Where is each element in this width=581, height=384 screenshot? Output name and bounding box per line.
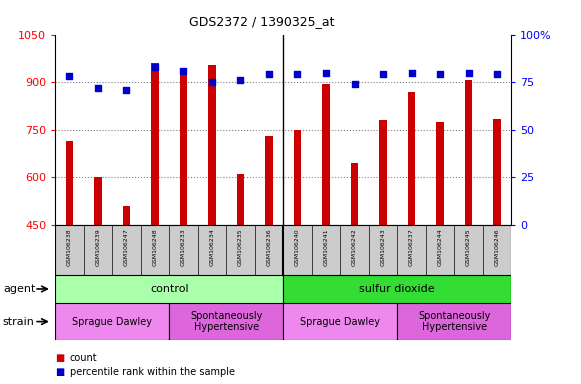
Point <box>264 71 274 78</box>
Bar <box>66 141 73 225</box>
Bar <box>169 303 284 340</box>
Bar <box>180 70 187 225</box>
Text: percentile rank within the sample: percentile rank within the sample <box>70 367 235 377</box>
Text: GSM106236: GSM106236 <box>267 228 271 266</box>
Bar <box>209 65 216 225</box>
Point <box>150 64 160 70</box>
Text: GSM106247: GSM106247 <box>124 228 129 266</box>
Text: GSM106233: GSM106233 <box>181 228 186 266</box>
Text: Sprague Dawley: Sprague Dawley <box>300 316 380 327</box>
Bar <box>123 206 130 225</box>
Text: GSM106248: GSM106248 <box>152 228 157 266</box>
Point <box>179 68 188 74</box>
Bar <box>436 122 443 225</box>
Bar <box>379 120 386 225</box>
Text: GSM106245: GSM106245 <box>466 228 471 266</box>
Bar <box>237 174 244 225</box>
Bar <box>322 84 329 225</box>
Point <box>492 71 501 78</box>
Point <box>435 71 444 78</box>
Bar <box>284 275 511 303</box>
Text: GSM106243: GSM106243 <box>381 228 386 266</box>
Bar <box>465 81 472 225</box>
Bar <box>152 63 159 225</box>
Text: count: count <box>70 353 98 363</box>
Text: GSM106242: GSM106242 <box>352 228 357 266</box>
Bar <box>294 130 301 225</box>
Point <box>321 70 331 76</box>
Bar <box>55 303 169 340</box>
Point <box>65 73 74 79</box>
Text: GSM106238: GSM106238 <box>67 228 72 266</box>
Bar <box>408 92 415 225</box>
Point <box>236 77 245 83</box>
Text: GSM106240: GSM106240 <box>295 228 300 266</box>
Bar <box>351 163 358 225</box>
Text: GSM106246: GSM106246 <box>494 228 500 266</box>
Text: Sprague Dawley: Sprague Dawley <box>72 316 152 327</box>
Text: GSM106241: GSM106241 <box>324 228 328 266</box>
Bar <box>284 303 397 340</box>
Text: Spontaneously
Hypertensive: Spontaneously Hypertensive <box>190 311 263 333</box>
Text: GSM106235: GSM106235 <box>238 228 243 266</box>
Text: GDS2372 / 1390325_at: GDS2372 / 1390325_at <box>189 15 334 28</box>
Point <box>207 79 217 85</box>
Text: strain: strain <box>3 316 35 327</box>
Text: Spontaneously
Hypertensive: Spontaneously Hypertensive <box>418 311 490 333</box>
Point <box>350 81 359 87</box>
Point <box>378 71 388 78</box>
Bar <box>94 177 102 225</box>
Bar <box>397 303 511 340</box>
Point <box>464 70 473 76</box>
Text: GSM106237: GSM106237 <box>409 228 414 266</box>
Bar <box>493 119 501 225</box>
Point <box>407 70 416 76</box>
Text: ■: ■ <box>55 353 64 363</box>
Text: agent: agent <box>3 284 35 294</box>
Text: ■: ■ <box>55 367 64 377</box>
Text: control: control <box>150 284 188 294</box>
Bar <box>55 275 284 303</box>
Text: sulfur dioxide: sulfur dioxide <box>360 284 435 294</box>
Bar <box>266 136 272 225</box>
Text: GSM106244: GSM106244 <box>437 228 443 266</box>
Point <box>94 85 103 91</box>
Point <box>122 87 131 93</box>
Text: GSM106234: GSM106234 <box>210 228 214 266</box>
Text: GSM106239: GSM106239 <box>95 228 101 266</box>
Point <box>293 71 302 78</box>
